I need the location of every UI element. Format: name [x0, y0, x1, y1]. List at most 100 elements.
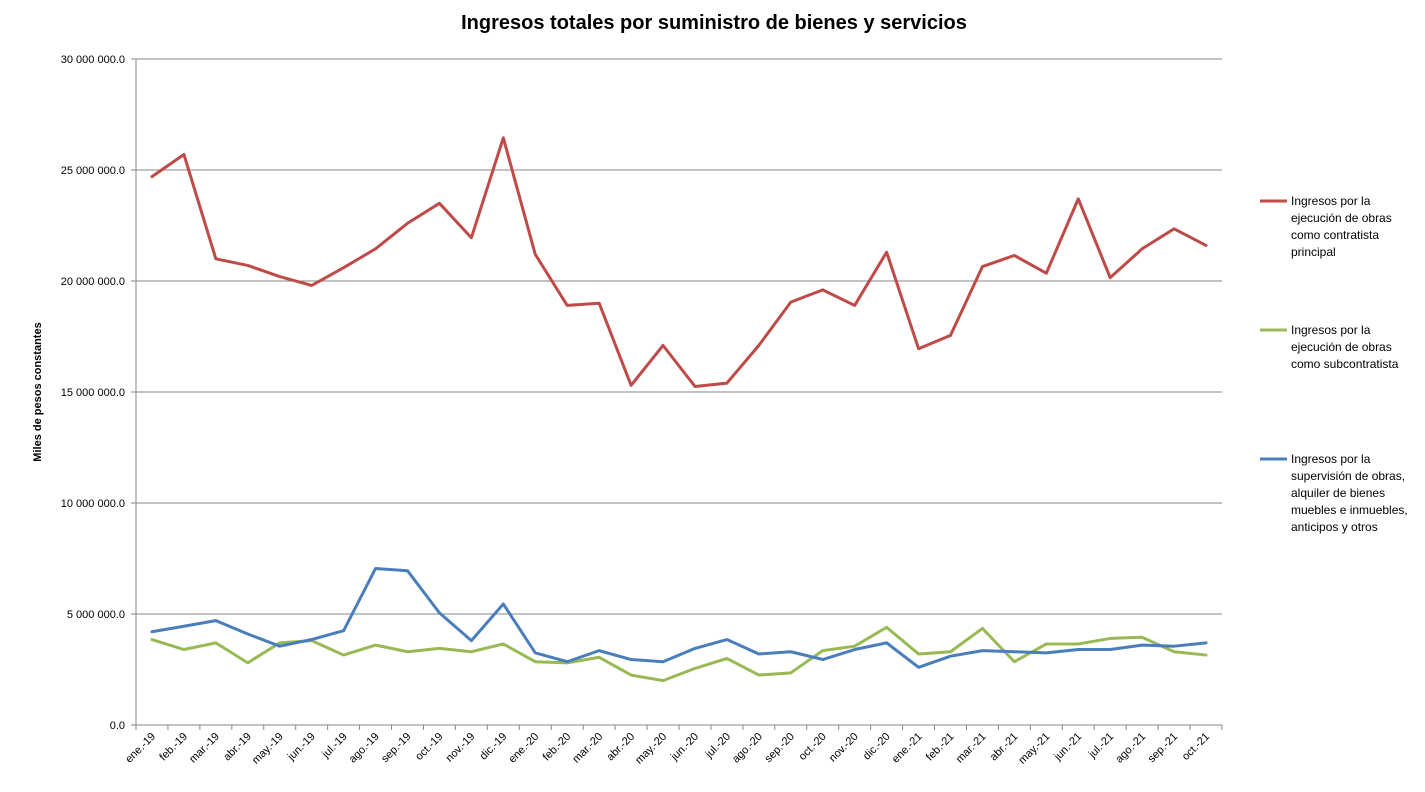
data-point — [534, 253, 537, 256]
data-point — [885, 626, 888, 629]
x-tick-label: ene.-20 — [507, 731, 542, 766]
x-tick-label: jun.-20 — [668, 731, 701, 764]
data-point — [598, 656, 601, 659]
series-line-1 — [150, 136, 1208, 388]
y-tick-label: 5 000 000.0 — [67, 609, 125, 621]
legend: Ingresos por la ejecución de obras como co… — [1260, 194, 1408, 534]
x-tick-label: jul.-19 — [319, 731, 349, 761]
data-point — [693, 647, 696, 650]
data-point — [1013, 650, 1016, 653]
data-point — [470, 639, 473, 642]
data-point — [502, 642, 505, 645]
data-point — [182, 625, 185, 628]
data-point — [725, 382, 728, 385]
x-tick-label: ene.-21 — [890, 731, 925, 766]
data-point — [534, 660, 537, 663]
data-point — [917, 347, 920, 350]
legend-label-1: Ingresos por la ejecución de obras como co… — [1291, 194, 1392, 259]
data-point — [630, 384, 633, 387]
data-point — [310, 638, 313, 641]
x-tick-label: jun.-19 — [285, 731, 318, 764]
data-point — [821, 649, 824, 652]
data-point — [278, 275, 281, 278]
data-point — [1109, 276, 1112, 279]
data-point — [853, 648, 856, 651]
data-point — [885, 641, 888, 644]
data-point — [246, 264, 249, 267]
data-point — [598, 302, 601, 305]
data-point — [981, 627, 984, 630]
data-point — [374, 567, 377, 570]
data-point — [150, 630, 153, 633]
data-point — [949, 655, 952, 658]
data-point — [981, 265, 984, 268]
data-point — [598, 649, 601, 652]
x-tick-label: jun.-21 — [1051, 731, 1084, 764]
x-tick-label: may.-20 — [633, 731, 669, 767]
data-point — [1013, 660, 1016, 663]
data-point — [1109, 648, 1112, 651]
x-tick-label: ene.-19 — [123, 731, 158, 766]
data-point — [821, 288, 824, 291]
x-tick-label: sep.-21 — [1146, 731, 1180, 765]
data-point — [406, 569, 409, 572]
y-axis-ticks: 0.0 5 000 000.0 10 000 000.0 15 000 000.0 20… — [61, 54, 136, 732]
data-point — [374, 247, 377, 250]
y-tick-label: 20 000 000.0 — [61, 276, 125, 288]
data-point — [1141, 247, 1144, 250]
data-point — [278, 641, 281, 644]
data-point — [757, 674, 760, 677]
data-point — [917, 666, 920, 669]
data-point — [374, 644, 377, 647]
data-point — [150, 638, 153, 641]
data-point — [470, 236, 473, 239]
data-point — [1205, 654, 1208, 657]
x-tick-label: feb.-19 — [157, 731, 190, 764]
data-point — [1109, 637, 1112, 640]
data-point — [1077, 648, 1080, 651]
x-tick-label: may.-19 — [250, 731, 286, 767]
y-tick-label: 10 000 000.0 — [61, 498, 125, 510]
data-point — [502, 603, 505, 606]
x-tick-label: mar.-21 — [954, 731, 989, 766]
data-point — [1045, 642, 1048, 645]
data-point — [1205, 244, 1208, 247]
x-tick-label: nov.-20 — [827, 731, 861, 765]
data-point — [1077, 642, 1080, 645]
x-tick-label: jul.-20 — [703, 731, 733, 761]
data-point — [214, 641, 217, 644]
data-point — [342, 266, 345, 269]
data-point — [725, 638, 728, 641]
data-point — [789, 650, 792, 653]
data-point — [342, 629, 345, 632]
data-point — [438, 202, 441, 205]
data-point — [662, 660, 665, 663]
data-point — [310, 284, 313, 287]
data-point — [949, 650, 952, 653]
data-point — [534, 651, 537, 654]
data-point — [789, 301, 792, 304]
data-point — [662, 679, 665, 682]
data-point — [566, 304, 569, 307]
data-point — [853, 304, 856, 307]
chart-title: Ingresos totales por suministro de biene… — [461, 12, 967, 34]
data-point — [1173, 645, 1176, 648]
data-point — [438, 611, 441, 614]
data-point — [278, 645, 281, 648]
x-tick-label: oct.-21 — [1180, 731, 1212, 763]
data-point — [1141, 636, 1144, 639]
x-tick-label: oct.-20 — [797, 731, 829, 763]
data-point — [1045, 272, 1048, 275]
data-point — [1205, 641, 1208, 644]
data-point — [630, 674, 633, 677]
data-point — [821, 658, 824, 661]
data-point — [917, 652, 920, 655]
data-point — [885, 251, 888, 254]
x-tick-label: feb.-20 — [541, 731, 574, 764]
x-tick-label: dic.-20 — [861, 731, 893, 763]
y-tick-label: 15 000 000.0 — [61, 387, 125, 399]
data-point — [662, 344, 665, 347]
legend-label-2: Ingresos por la ejecución de obras como su… — [1291, 323, 1399, 371]
